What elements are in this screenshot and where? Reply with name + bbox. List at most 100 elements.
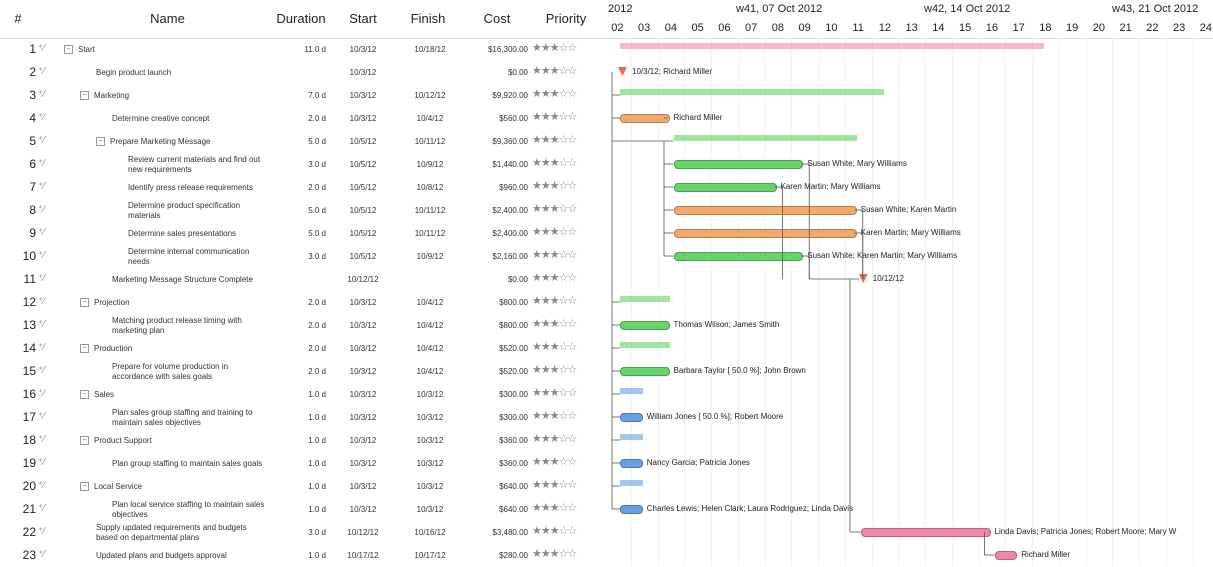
collapse-toggle-icon[interactable]: − xyxy=(80,390,89,399)
drag-handle-icon[interactable]: ⁺⁄ xyxy=(38,365,45,376)
drag-handle-icon[interactable]: ⁺⁄ xyxy=(38,112,45,123)
task-priority[interactable]: ★★★☆☆ xyxy=(532,317,576,330)
task-priority[interactable]: ★★★☆☆ xyxy=(532,271,576,284)
task-name[interactable]: Determine creative concept xyxy=(112,107,268,130)
header-finish[interactable]: Finish xyxy=(400,0,456,38)
drag-handle-icon[interactable]: ⁺⁄ xyxy=(38,526,45,537)
drag-handle-icon[interactable]: ⁺⁄ xyxy=(38,135,45,146)
drag-handle-icon[interactable]: ⁺⁄ xyxy=(38,250,45,261)
task-priority[interactable]: ★★★☆☆ xyxy=(532,294,576,307)
task-name[interactable]: Start xyxy=(78,38,268,61)
table-row[interactable]: 13⁺⁄Matching product release timing with… xyxy=(0,314,604,337)
collapse-toggle-icon[interactable]: − xyxy=(80,344,89,353)
drag-handle-icon[interactable]: ⁺⁄ xyxy=(38,181,45,192)
collapse-toggle-icon[interactable]: − xyxy=(80,298,89,307)
table-row[interactable]: 19⁺⁄Plan group staffing to maintain sale… xyxy=(0,452,604,475)
task-name[interactable]: Begin product launch xyxy=(96,61,268,84)
task-name[interactable]: Plan group staffing to maintain sales go… xyxy=(112,452,268,475)
task-priority[interactable]: ★★★☆☆ xyxy=(532,179,576,192)
drag-handle-icon[interactable]: ⁺⁄ xyxy=(38,457,45,468)
task-priority[interactable]: ★★★☆☆ xyxy=(532,501,576,514)
task-name[interactable]: Prepare for volume production in accorda… xyxy=(112,360,268,383)
collapse-toggle-icon[interactable]: − xyxy=(96,137,105,146)
collapse-toggle-icon[interactable]: − xyxy=(80,91,89,100)
task-name[interactable]: Marketing xyxy=(94,84,268,107)
task-priority[interactable]: ★★★☆☆ xyxy=(532,41,576,54)
table-row[interactable]: 22⁺⁄Supply updated requirements and budg… xyxy=(0,521,604,544)
header-priority[interactable]: Priority xyxy=(534,0,598,38)
drag-handle-icon[interactable]: ⁺⁄ xyxy=(38,43,45,54)
table-row[interactable]: 6⁺⁄Review current materials and find out… xyxy=(0,153,604,176)
task-priority[interactable]: ★★★☆☆ xyxy=(532,110,576,123)
drag-handle-icon[interactable]: ⁺⁄ xyxy=(38,549,45,560)
collapse-toggle-icon[interactable]: − xyxy=(80,436,89,445)
task-name[interactable]: Determine product specification material… xyxy=(128,199,268,222)
task-priority[interactable]: ★★★☆☆ xyxy=(532,133,576,146)
drag-handle-icon[interactable]: ⁺⁄ xyxy=(38,434,45,445)
task-name[interactable]: Plan local service staffing to maintain … xyxy=(112,498,268,521)
drag-handle-icon[interactable]: ⁺⁄ xyxy=(38,204,45,215)
task-priority[interactable]: ★★★☆☆ xyxy=(532,340,576,353)
task-priority[interactable]: ★★★☆☆ xyxy=(532,547,576,560)
drag-handle-icon[interactable]: ⁺⁄ xyxy=(38,342,45,353)
collapse-toggle-icon[interactable]: − xyxy=(64,45,73,54)
task-priority[interactable]: ★★★☆☆ xyxy=(532,455,576,468)
header-start[interactable]: Start xyxy=(335,0,391,38)
task-priority[interactable]: ★★★☆☆ xyxy=(532,363,576,376)
task-name[interactable]: Plan sales group staffing and training t… xyxy=(112,406,268,429)
task-name[interactable]: Review current materials and find out ne… xyxy=(128,153,268,176)
header-name[interactable]: Name xyxy=(100,0,235,38)
table-row[interactable]: 11⁺⁄Marketing Message Structure Complete… xyxy=(0,268,604,291)
task-priority[interactable]: ★★★☆☆ xyxy=(532,225,576,238)
drag-handle-icon[interactable]: ⁺⁄ xyxy=(38,319,45,330)
task-priority[interactable]: ★★★☆☆ xyxy=(532,524,576,537)
drag-handle-icon[interactable]: ⁺⁄ xyxy=(38,89,45,100)
table-row[interactable]: 17⁺⁄Plan sales group staffing and traini… xyxy=(0,406,604,429)
task-name[interactable]: Identify press release requirements xyxy=(128,176,268,199)
task-name[interactable]: Matching product release timing with mar… xyxy=(112,314,268,337)
table-row[interactable]: 15⁺⁄Prepare for volume production in acc… xyxy=(0,360,604,383)
drag-handle-icon[interactable]: ⁺⁄ xyxy=(38,388,45,399)
task-name[interactable]: Updated plans and budgets approval xyxy=(96,544,268,567)
task-priority[interactable]: ★★★☆☆ xyxy=(532,64,576,77)
table-row[interactable]: 21⁺⁄Plan local service staffing to maint… xyxy=(0,498,604,521)
task-name[interactable]: Local Service xyxy=(94,475,268,498)
task-priority[interactable]: ★★★☆☆ xyxy=(532,478,576,491)
task-name[interactable]: Prepare Marketing Message xyxy=(110,130,268,153)
task-name[interactable]: Production xyxy=(94,337,268,360)
drag-handle-icon[interactable]: ⁺⁄ xyxy=(38,503,45,514)
table-row[interactable]: 10⁺⁄Determine internal communication nee… xyxy=(0,245,604,268)
task-priority[interactable]: ★★★☆☆ xyxy=(532,432,576,445)
header-num[interactable]: # xyxy=(0,0,36,38)
task-name[interactable]: Determine sales presentations xyxy=(128,222,268,245)
task-priority[interactable]: ★★★☆☆ xyxy=(532,409,576,422)
drag-handle-icon[interactable]: ⁺⁄ xyxy=(38,273,45,284)
header-cost[interactable]: Cost xyxy=(468,0,526,38)
task-priority[interactable]: ★★★☆☆ xyxy=(532,156,576,169)
task-priority[interactable]: ★★★☆☆ xyxy=(532,386,576,399)
task-name[interactable]: Product Support xyxy=(94,429,268,452)
table-row[interactable]: 8⁺⁄Determine product specification mater… xyxy=(0,199,604,222)
task-name[interactable]: Marketing Message Structure Complete xyxy=(112,268,268,291)
task-name[interactable]: Determine internal communication needs xyxy=(128,245,268,268)
task-name[interactable]: Sales xyxy=(94,383,268,406)
task-priority[interactable]: ★★★☆☆ xyxy=(532,202,576,215)
drag-handle-icon[interactable]: ⁺⁄ xyxy=(38,66,45,77)
task-priority[interactable]: ★★★☆☆ xyxy=(532,248,576,261)
task-name[interactable]: Supply updated requirements and budgets … xyxy=(96,521,268,544)
task-name[interactable]: Projection xyxy=(94,291,268,314)
task-priority[interactable]: ★★★☆☆ xyxy=(532,87,576,100)
drag-handle-icon[interactable]: ⁺⁄ xyxy=(38,296,45,307)
collapse-toggle-icon[interactable]: − xyxy=(80,482,89,491)
